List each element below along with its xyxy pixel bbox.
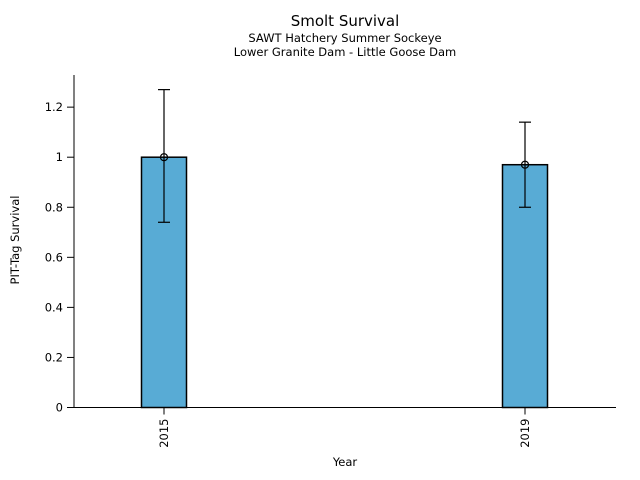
y-tick-label: 0: [56, 401, 63, 415]
y-tick-label: 1: [56, 150, 63, 164]
chart-subtitle-1: SAWT Hatchery Summer Sockeye: [248, 31, 441, 45]
chart-title: Smolt Survival: [291, 12, 400, 30]
chart-subtitle-2: Lower Granite Dam - Little Goose Dam: [234, 45, 456, 59]
x-axis-label: Year: [332, 455, 358, 469]
y-tick-label: 0.4: [45, 300, 63, 314]
plot-layer: 0 0.2 0.4 0.6 0.8 1 1.2 2015 2019: [45, 75, 616, 448]
y-tick-label: 0.6: [45, 250, 63, 264]
point-marker-2019: [520, 160, 530, 169]
y-tick-label: 0.8: [45, 200, 63, 214]
point-marker-2015: [159, 153, 169, 162]
y-axis-label: PIT-Tag Survival: [8, 196, 22, 285]
y-tick-label: 0.2: [45, 350, 63, 364]
y-tick-label: 1.2: [45, 100, 63, 114]
x-tick-label-2015: 2015: [157, 419, 171, 448]
x-tick-label-2019: 2019: [518, 419, 532, 448]
